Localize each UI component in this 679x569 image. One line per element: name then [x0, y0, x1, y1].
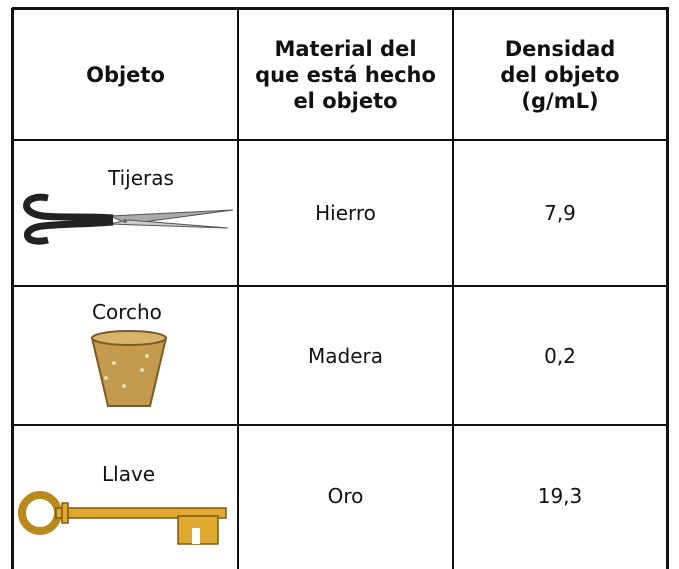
border: [11, 8, 14, 569]
header-line: del objeto: [500, 62, 620, 87]
scissors-icon: [23, 193, 234, 245]
material-cell: Hierro: [315, 201, 376, 225]
border: [452, 8, 454, 569]
cork-icon: [90, 330, 168, 407]
header-cell: Material del que está hecho el objeto: [239, 10, 452, 139]
border: [237, 8, 239, 569]
header-line: Objeto: [86, 62, 165, 87]
material-cell: Madera: [308, 343, 383, 368]
border: [666, 8, 669, 569]
border: [12, 139, 669, 141]
object-name: Corcho: [92, 300, 162, 324]
border: [12, 7, 669, 10]
border: [12, 424, 669, 426]
header-line: que está hecho: [255, 62, 436, 87]
object-name: Tijeras: [108, 166, 174, 190]
header-line: Material del: [274, 36, 417, 61]
object-name: Llave: [102, 462, 156, 486]
header-line: el objeto: [293, 88, 398, 113]
header-line: (g/mL): [521, 88, 599, 113]
density-cell: 0,2: [544, 343, 576, 368]
header-cell: Densidad del objeto (g/mL): [454, 10, 666, 139]
header-line: Densidad: [504, 36, 616, 61]
header-cell: Objeto: [14, 10, 237, 139]
border: [12, 285, 669, 287]
key-icon: [18, 491, 227, 545]
density-cell: 7,9: [544, 201, 576, 225]
density-cell: 19,3: [537, 484, 583, 508]
material-cell: Oro: [327, 484, 364, 508]
